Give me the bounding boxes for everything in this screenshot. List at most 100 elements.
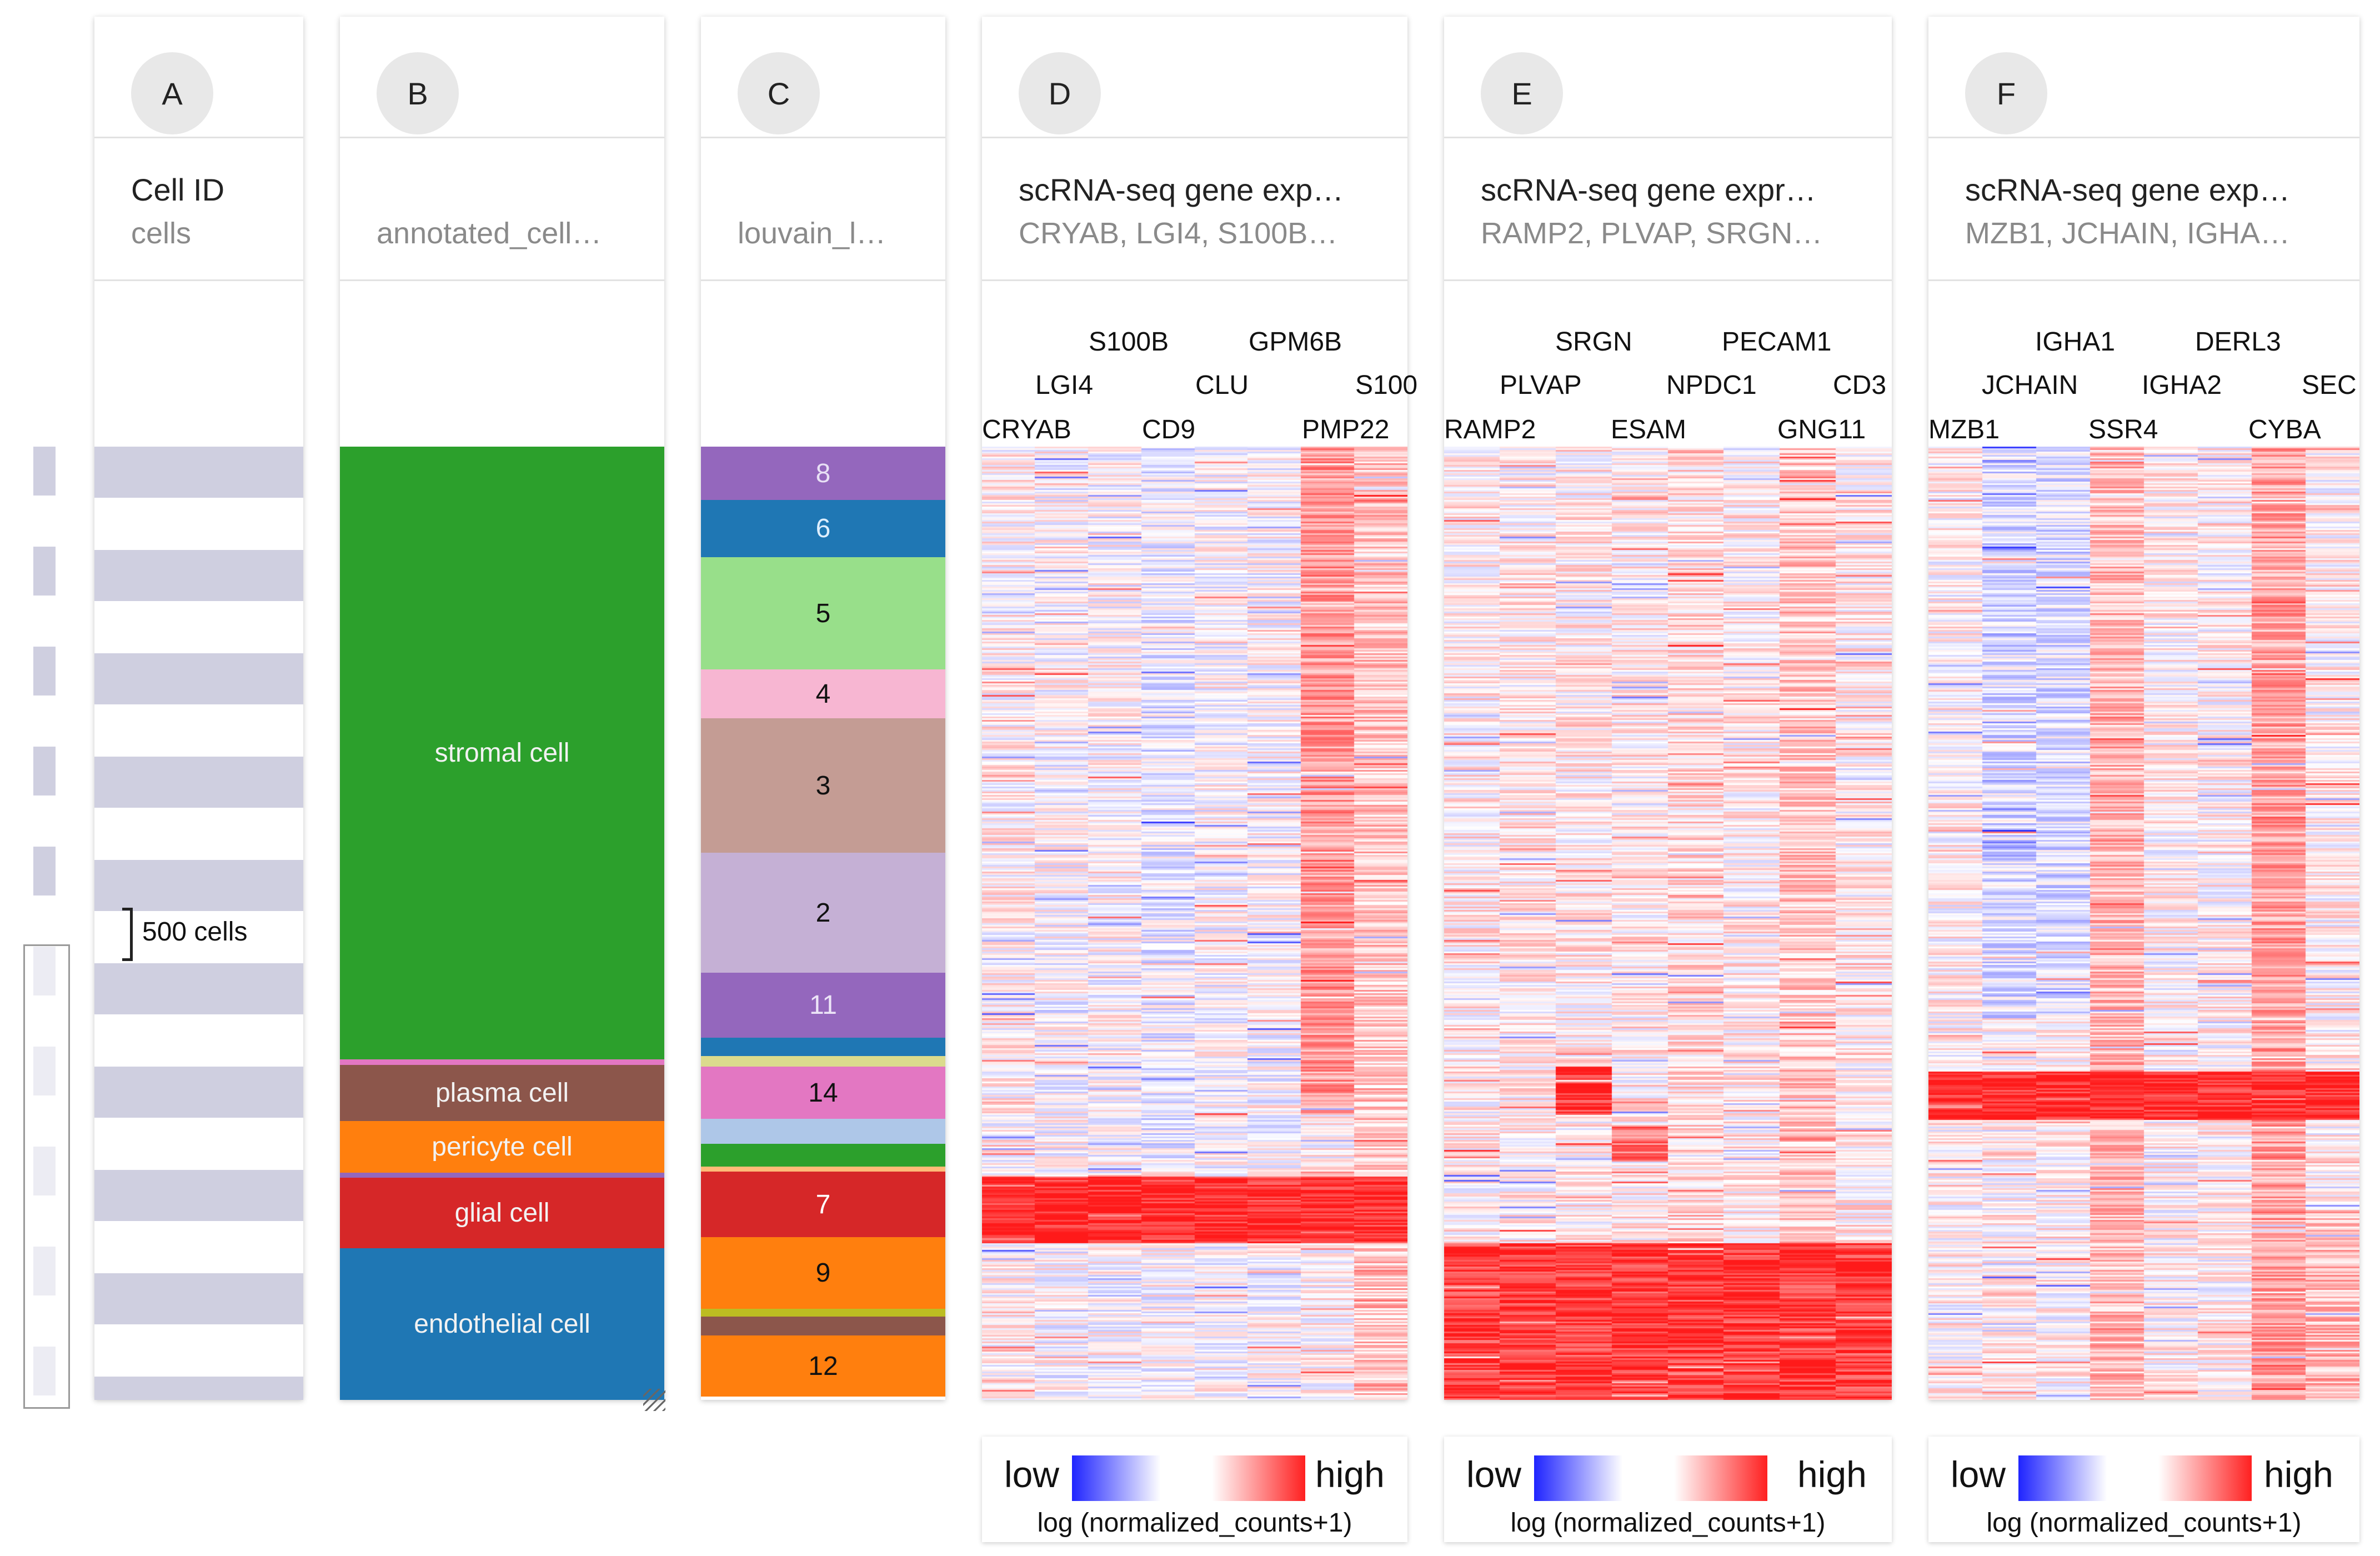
panel-heatmap-e: E scRNA-seq gene expr… RAMP2, PLVAP, SRG… — [1444, 17, 1892, 1400]
cell-type-bar-label: endothelial cell — [414, 1309, 590, 1339]
cell-type-bar-label: plasma cell — [435, 1078, 569, 1108]
panel-letter-badge[interactable]: E — [1481, 52, 1563, 134]
gene-label: MZB1 — [1928, 415, 2000, 444]
gene-label: GNG11 — [1777, 415, 1866, 444]
legend-high-label: high — [1315, 1454, 1385, 1495]
legend-caption: log (normalized_counts+1) — [1510, 1508, 1826, 1538]
cluster-bar[interactable] — [701, 1119, 945, 1144]
color-legend-e: low high log (normalized_counts+1) — [1444, 1437, 1892, 1542]
minimap-viewport[interactable] — [23, 944, 70, 1409]
cluster-bar[interactable] — [701, 1309, 945, 1317]
panel-letter-badge[interactable]: C — [738, 52, 820, 134]
cell-row-stripe — [94, 550, 303, 601]
cell-row-stripe — [94, 1273, 303, 1324]
cluster-bar[interactable] — [701, 1144, 945, 1167]
cluster-bar-label: 14 — [808, 1078, 838, 1108]
panel-subtitle: CRYAB, LGI4, S100B… — [1019, 217, 1338, 250]
cell-type-bar[interactable]: stromal cell — [340, 447, 664, 1059]
cell-type-bar[interactable] — [340, 1173, 664, 1178]
annotated-cell-bars[interactable]: stromal cell plasma cell pericyte cell glia… — [340, 447, 664, 1400]
cluster-bar[interactable]: 12 — [701, 1335, 945, 1397]
panel-heatmap-f: F scRNA-seq gene exp… MZB1, JCHAIN, IGHA… — [1928, 17, 2359, 1400]
gene-labels: MZB1 JCHAIN IGHA1 SSR4 IGHA2 DERL3 CYBA SEC — [1928, 281, 2359, 461]
louvain-cluster-bars[interactable]: 8 6 5 4 3 2 11 14 7 9 12 — [701, 447, 945, 1400]
cluster-bar[interactable]: 5 — [701, 557, 945, 669]
panel-letter-badge[interactable]: B — [377, 52, 459, 134]
panel-header: C — [701, 17, 945, 138]
cell-row-stripe — [94, 1170, 303, 1221]
cluster-bar-label: 3 — [815, 771, 831, 800]
panel-title-block: scRNA-seq gene expr… RAMP2, PLVAP, SRGN… — [1444, 138, 1892, 281]
cell-type-bar-label: pericyte cell — [432, 1132, 573, 1162]
minimap-stripe — [33, 647, 56, 696]
legend-low-label: low — [1466, 1454, 1522, 1495]
cluster-bar[interactable] — [701, 1167, 945, 1172]
cell-type-bar[interactable]: glial cell — [340, 1178, 664, 1248]
color-legend-d: low high log (normalized_counts+1) — [982, 1437, 1407, 1542]
cluster-bar[interactable]: 14 — [701, 1067, 945, 1119]
gene-label: RAMP2 — [1444, 415, 1536, 444]
cluster-bar[interactable] — [701, 1056, 945, 1067]
heatmap-canvas[interactable] — [1928, 447, 2359, 1400]
cluster-bar-label: 8 — [815, 458, 831, 488]
cell-type-bar[interactable]: endothelial cell — [340, 1248, 664, 1400]
cluster-bar[interactable] — [701, 1038, 945, 1056]
panel-letter-badge[interactable]: F — [1965, 52, 2047, 134]
panel-title: scRNA-seq gene expr… — [1481, 172, 1816, 207]
gene-label: LGI4 — [1035, 371, 1094, 400]
panel-header: D — [982, 17, 1407, 138]
gene-label: S100B — [1089, 327, 1169, 357]
panel-title: scRNA-seq gene exp… — [1019, 172, 1344, 207]
panel-letter-badge[interactable]: D — [1019, 52, 1101, 134]
heatmap-canvas[interactable] — [1444, 447, 1892, 1400]
panel-header: A — [94, 17, 303, 138]
legend-high-label: high — [1797, 1454, 1867, 1495]
panel-header: F — [1928, 17, 2359, 138]
cell-type-bar[interactable]: pericyte cell — [340, 1121, 664, 1173]
scale-bracket-icon — [122, 908, 133, 961]
heatmap-canvas[interactable] — [982, 447, 1407, 1400]
legend-caption: log (normalized_counts+1) — [1037, 1508, 1352, 1538]
cell-row-stripe — [94, 447, 303, 498]
legend-gradient — [2018, 1455, 2252, 1501]
cluster-bar-label: 9 — [815, 1258, 831, 1288]
cluster-bar[interactable]: 3 — [701, 718, 945, 853]
minimap[interactable] — [23, 17, 70, 1409]
cell-row-stripe — [94, 757, 303, 808]
gene-label: CRYAB — [982, 415, 1071, 444]
panel-letter-badge[interactable]: A — [131, 52, 213, 134]
cluster-bar-label: 11 — [809, 990, 837, 1020]
cluster-bar-label: 4 — [815, 679, 831, 709]
legend-low-label: low — [1004, 1454, 1060, 1495]
cell-row-stripe — [94, 963, 303, 1014]
cell-type-bar[interactable]: plasma cell — [340, 1065, 664, 1121]
minimap-stripe — [33, 747, 56, 795]
cluster-bar[interactable]: 2 — [701, 853, 945, 973]
cluster-bar[interactable] — [701, 1317, 945, 1335]
gene-label: DERL3 — [2195, 327, 2281, 357]
gene-label: SRGN — [1555, 327, 1632, 357]
color-legend-f: low high log (normalized_counts+1) — [1928, 1437, 2359, 1542]
gene-label: ESAM — [1611, 415, 1687, 444]
panel-subtitle: annotated_cell… — [377, 217, 602, 250]
panel-subtitle: louvain_l… — [738, 217, 886, 250]
cluster-bar[interactable]: 7 — [701, 1172, 945, 1237]
cell-type-bar[interactable] — [340, 1059, 664, 1065]
minimap-stripe — [33, 847, 56, 895]
gene-label: S100 — [1355, 371, 1418, 400]
cluster-bar[interactable]: 4 — [701, 669, 945, 718]
gene-label: PECAM1 — [1722, 327, 1832, 357]
legend-high-label: high — [2264, 1454, 2333, 1495]
cluster-bar[interactable]: 11 — [701, 973, 945, 1038]
cluster-bar[interactable]: 8 — [701, 447, 945, 500]
resize-handle-icon[interactable] — [643, 1389, 665, 1411]
cell-row-stripe — [94, 860, 303, 911]
cell-id-rows[interactable] — [94, 447, 303, 1400]
gene-label: IGHA2 — [2142, 371, 2222, 400]
legend-gradient — [1072, 1455, 1305, 1501]
gene-labels: CRYAB LGI4 S100B CD9 CLU GPM6B PMP22 S100 — [982, 281, 1417, 461]
cluster-bar[interactable]: 9 — [701, 1237, 945, 1309]
panel-title-block: louvain_l… — [701, 138, 945, 281]
cluster-bar[interactable]: 6 — [701, 500, 945, 557]
gene-label: JCHAIN — [1982, 371, 2078, 400]
